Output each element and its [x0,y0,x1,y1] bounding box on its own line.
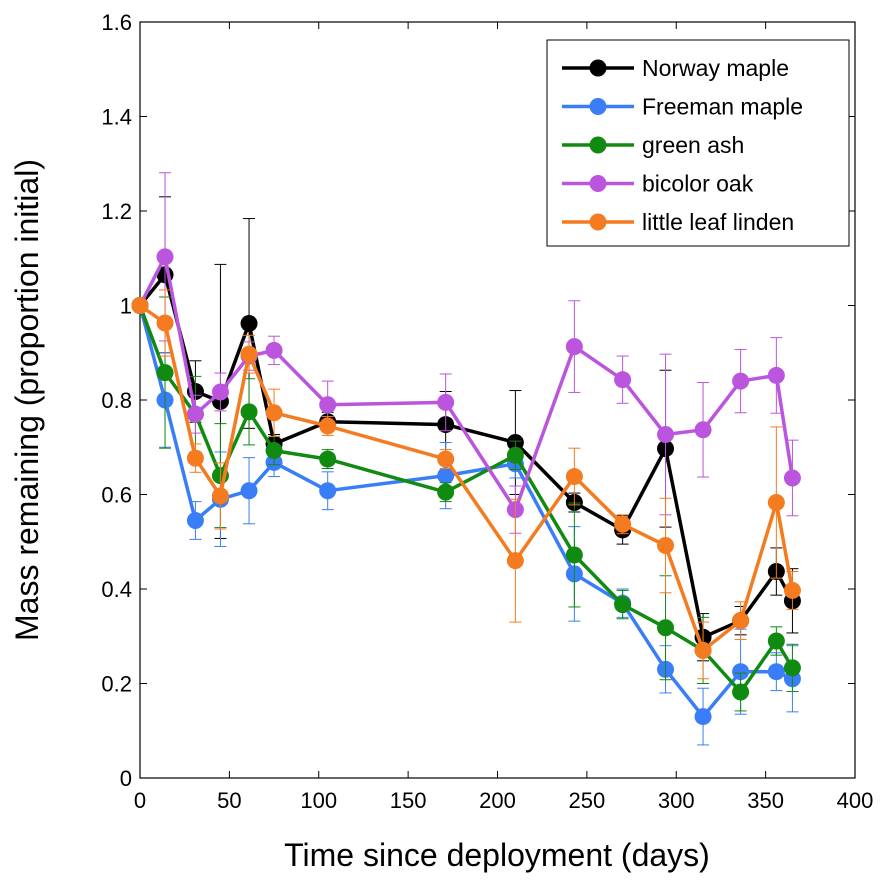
data-point [767,494,785,512]
y-tick-label: 1 [120,294,132,319]
data-point [783,469,801,487]
x-tick-label: 350 [747,788,784,813]
legend-marker [589,59,607,77]
y-tick-label: 1.6 [101,10,132,35]
data-point [732,372,750,390]
x-tick-label: 400 [837,788,874,813]
data-point [694,421,712,439]
data-point [156,314,174,332]
data-point [694,708,712,726]
x-tick-label: 100 [300,788,337,813]
data-point [694,641,712,659]
data-point [657,537,675,555]
axis-ticks: 0 50 100 150 200 250 300 350 400 0 0.2 0.4 0.6 0.8 1 1.… [101,10,873,813]
series-line [138,305,794,719]
legend-label: Freeman maple [642,94,803,120]
series-line [138,304,795,653]
data-point [732,683,750,701]
data-point [732,612,750,630]
data-point [437,467,455,485]
legend-marker [589,175,607,192]
legend-marker [589,136,607,154]
data-point [319,450,337,468]
series-4 [131,289,801,680]
data-point [437,393,455,411]
legend-item: Norway maple [562,55,789,81]
data-point [783,659,801,677]
data-point [156,364,174,382]
data-point [186,511,204,529]
legend-item: Freeman maple [562,94,803,120]
y-tick-label: 1.2 [101,199,132,224]
legend-item: green ash [562,132,744,158]
data-point [614,371,632,389]
data-point [614,515,632,533]
legend-marker [589,98,607,115]
x-tick-label: 300 [658,788,695,813]
legend-label: Norway maple [642,55,789,81]
data-point [565,338,583,356]
data-point [319,482,337,500]
legend-item: bicolor oak [562,171,754,197]
y-tick-label: 0.6 [101,483,132,508]
data-point [614,596,632,614]
data-point [783,581,801,599]
data-point [319,417,337,435]
data-point [506,552,524,570]
data-point [506,446,524,464]
y-tick-label: 0.8 [101,388,132,413]
data-point [767,663,785,681]
y-axis-title: Mass remaining (proportion initial) [9,159,45,641]
data-point [265,442,283,460]
data-point [265,341,283,359]
data-point [437,483,455,501]
data-point [131,297,149,314]
x-tick-label: 200 [479,788,516,813]
data-point [767,632,785,650]
x-axis-title: Time since deployment (days) [284,837,710,873]
data-point [437,450,455,468]
series-line [138,273,794,639]
y-tick-label: 0 [120,766,132,791]
data-point [657,425,675,443]
data-point [240,314,258,332]
legend-label: bicolor oak [642,171,754,197]
data-point [186,405,204,423]
legend: Norway maple Freeman maple green ash bicolo… [546,39,850,247]
y-tick-label: 0.4 [101,577,132,602]
data-point [565,468,583,486]
x-tick-label: 50 [217,788,241,813]
series-layer [131,172,801,746]
data-point [265,404,283,422]
data-point [211,487,229,505]
x-tick-label: 0 [134,788,146,813]
data-point [565,546,583,564]
data-point [319,396,337,414]
x-tick-label: 150 [390,788,427,813]
legend-label: green ash [642,132,744,158]
data-point [240,403,258,421]
series-line [138,255,795,512]
data-point [240,345,258,363]
data-point [732,663,750,681]
y-tick-label: 1.4 [101,105,132,130]
series-line [138,304,794,694]
data-point [767,366,785,384]
data-point [186,449,204,467]
data-point [657,619,675,637]
legend-item: little leaf linden [562,209,794,235]
data-point [156,248,174,266]
legend-label: little leaf linden [642,209,794,235]
data-point [240,482,258,500]
x-tick-label: 250 [569,788,606,813]
data-point [211,383,229,401]
y-tick-label: 0.2 [101,672,132,697]
legend-marker [589,213,607,231]
